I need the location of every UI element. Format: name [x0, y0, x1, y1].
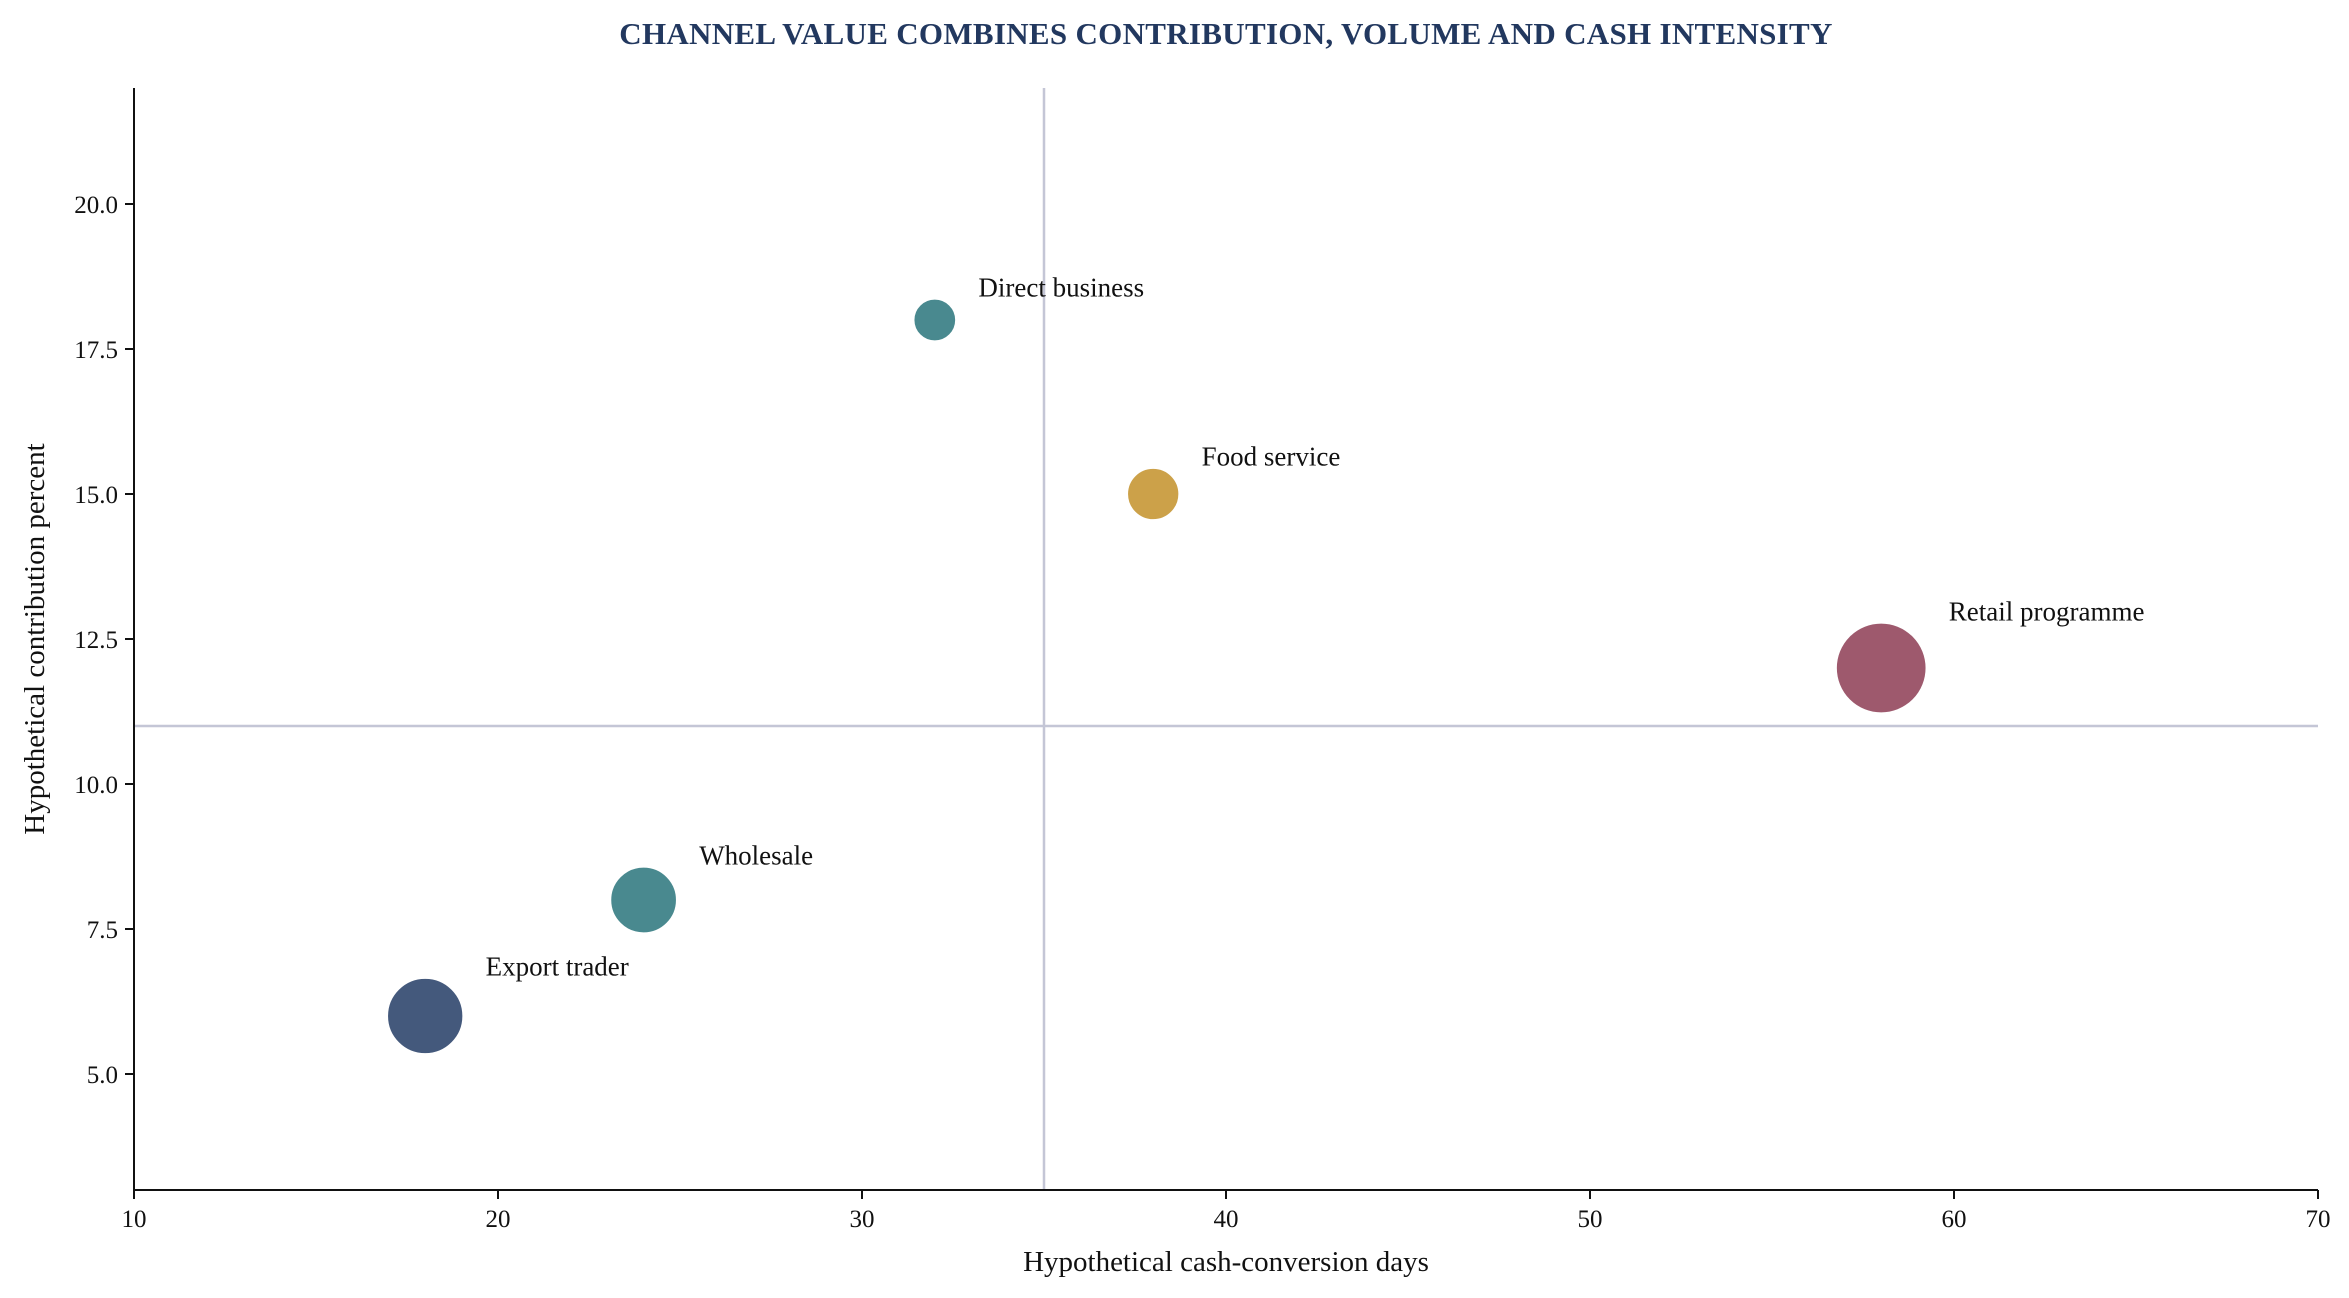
y-axis-ticks: 5.0 7.5 10.0 12.5 15.0 17.5 20.0: [74, 192, 134, 1089]
x-tick-label: 10: [122, 1206, 147, 1233]
x-tick-label: 40: [1214, 1206, 1239, 1233]
point-labels: Direct business Food service Retail progra…: [486, 272, 2145, 981]
y-tick-label: 5.0: [87, 1062, 118, 1089]
y-tick-label: 15.0: [74, 482, 118, 509]
x-tick-label: 50: [1578, 1206, 1603, 1233]
x-axis-ticks: 10 20 30 40 50 60 70: [122, 1190, 2331, 1233]
y-tick-label: 7.5: [87, 917, 118, 944]
reference-lines: [134, 88, 2318, 1190]
y-tick-label: 17.5: [74, 337, 118, 364]
y-tick-label: 20.0: [74, 192, 118, 219]
point-label: Direct business: [978, 272, 1144, 302]
bubble-point: [911, 297, 958, 343]
y-tick-label: 10.0: [74, 772, 118, 799]
bubble-point: [385, 976, 465, 1056]
point-label: Retail programme: [1949, 596, 2145, 626]
x-tick-label: 70: [2306, 1206, 2331, 1233]
point-label: Food service: [1202, 442, 1341, 472]
bubble-point: [608, 865, 679, 935]
x-tick-label: 20: [486, 1206, 511, 1233]
y-tick-label: 12.5: [74, 627, 118, 654]
bubble-point: [1834, 621, 1929, 715]
chart-title: CHANNEL VALUE COMBINES CONTRIBUTION, VOL…: [619, 16, 1832, 51]
x-tick-label: 60: [1942, 1206, 1967, 1233]
point-label: Export trader: [486, 952, 629, 982]
x-axis-label: Hypothetical cash-conversion days: [1023, 1246, 1429, 1278]
y-axis-label: Hypothetical contribution percent: [19, 443, 51, 834]
x-tick-label: 30: [850, 1206, 875, 1233]
bubbles: [385, 297, 1929, 1056]
point-label: Wholesale: [699, 840, 813, 870]
bubble-point: [1125, 466, 1181, 522]
